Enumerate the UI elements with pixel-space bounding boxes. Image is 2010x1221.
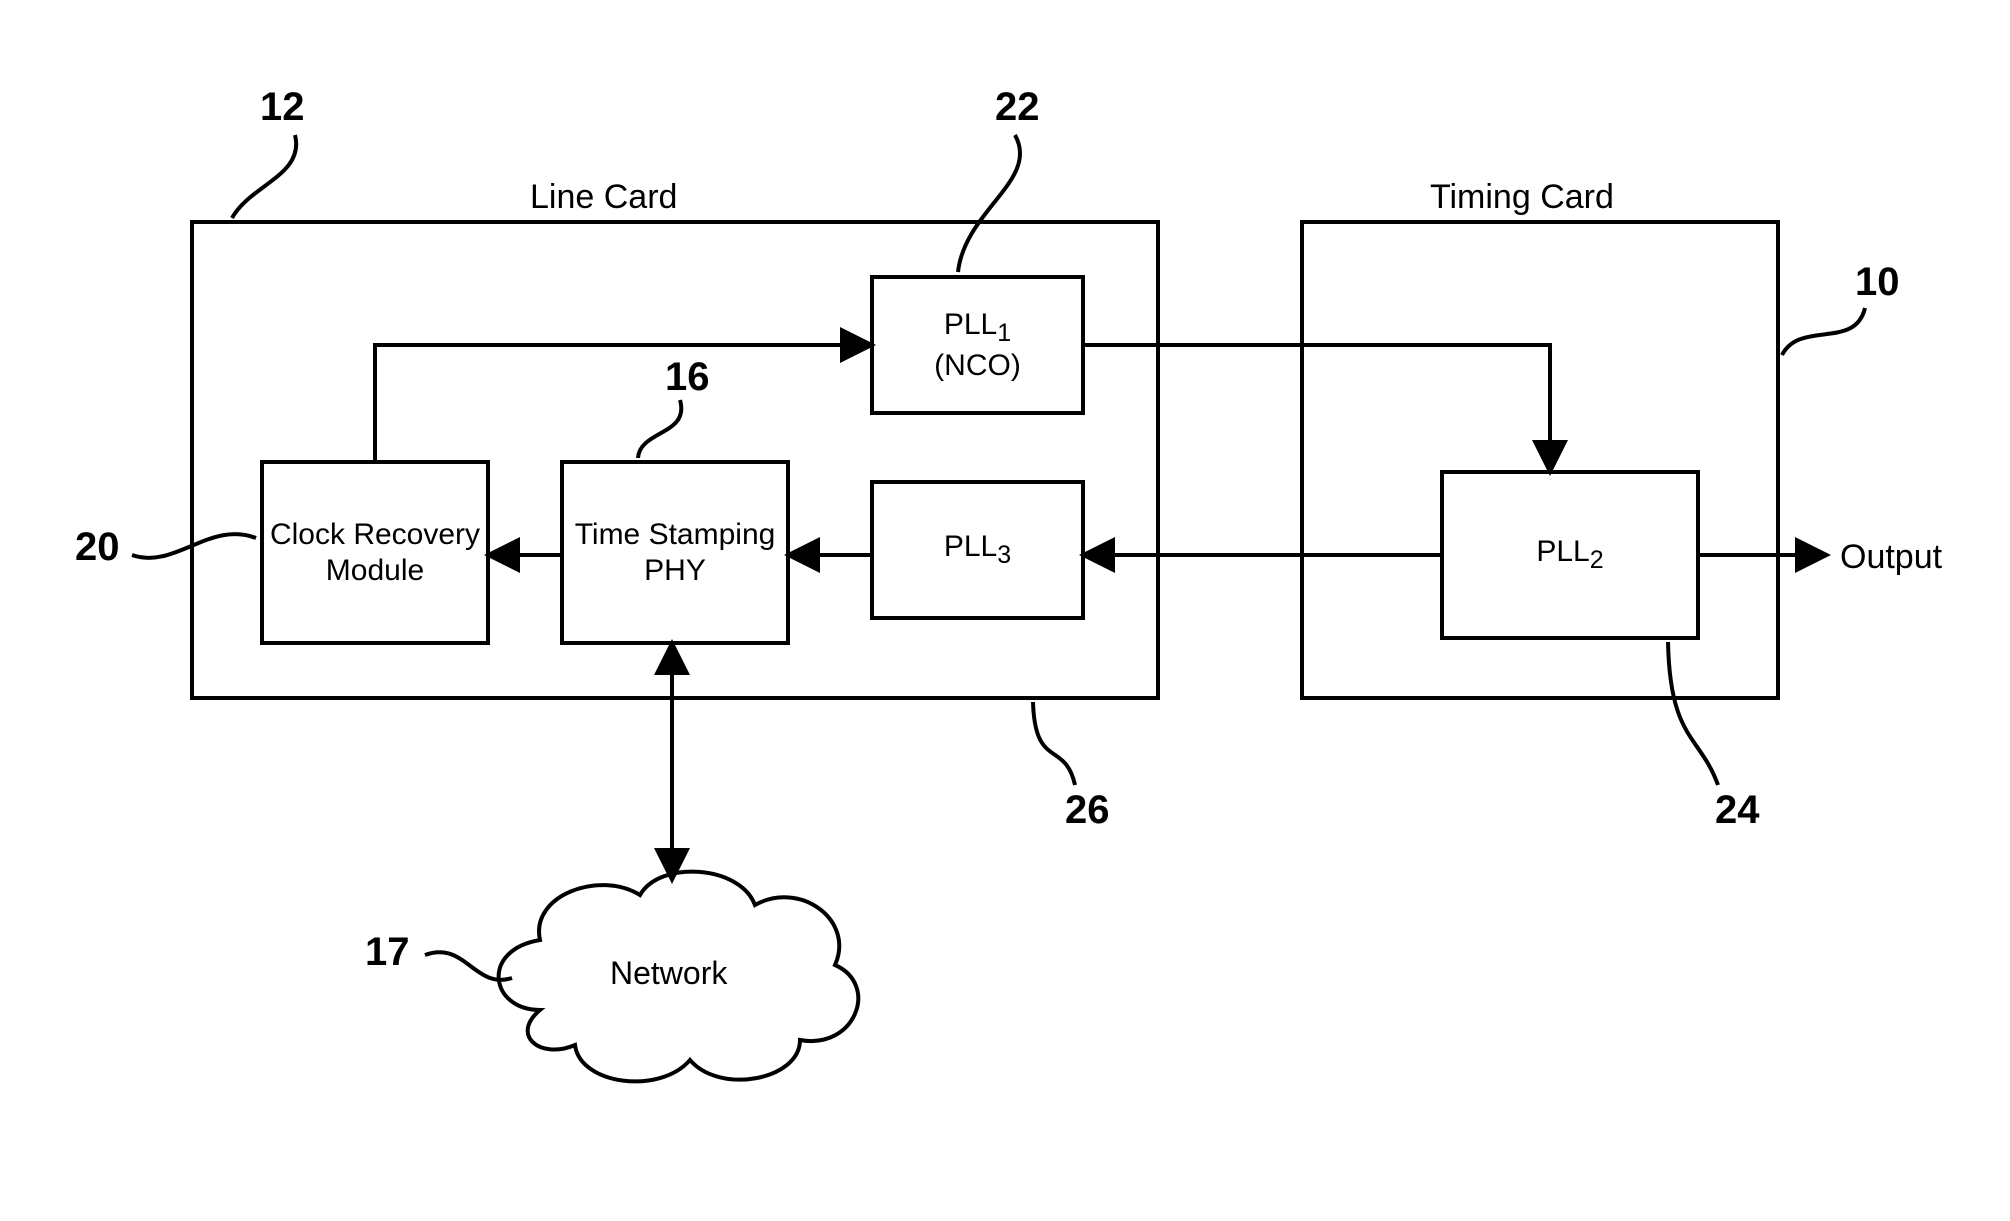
- refnum-20: 20: [75, 525, 120, 570]
- leader-17: [425, 952, 512, 980]
- refnum-10: 10: [1855, 260, 1900, 305]
- network-label: Network: [610, 955, 727, 992]
- block-pll3-label: PLL3: [944, 530, 1011, 570]
- refnum-24: 24: [1715, 788, 1760, 833]
- refnum-12: 12: [260, 85, 305, 130]
- container-timing-card-title: Timing Card: [1430, 178, 1614, 217]
- block-pll2-label: PLL2: [1536, 535, 1603, 575]
- block-time-stamping-phy-label: Time Stamping PHY: [564, 517, 786, 589]
- leader-10: [1782, 308, 1865, 355]
- leader-12: [232, 135, 296, 218]
- diagram-stage: Line Card Timing Card Clock Recovery Mod…: [0, 0, 2010, 1221]
- refnum-26: 26: [1065, 788, 1110, 833]
- refnum-17: 17: [365, 930, 410, 975]
- block-pll1: PLL1(NCO): [870, 275, 1085, 415]
- leader-26: [1033, 702, 1075, 785]
- block-pll2: PLL2: [1440, 470, 1700, 640]
- block-time-stamping-phy: Time Stamping PHY: [560, 460, 790, 645]
- refnum-22: 22: [995, 85, 1040, 130]
- block-clock-recovery-label: Clock Recovery Module: [264, 517, 486, 589]
- refnum-16: 16: [665, 355, 710, 400]
- container-line-card-title: Line Card: [530, 178, 677, 217]
- block-pll3: PLL3: [870, 480, 1085, 620]
- output-label: Output: [1840, 538, 1942, 577]
- block-clock-recovery: Clock Recovery Module: [260, 460, 490, 645]
- block-pll1-label: PLL1(NCO): [934, 307, 1021, 384]
